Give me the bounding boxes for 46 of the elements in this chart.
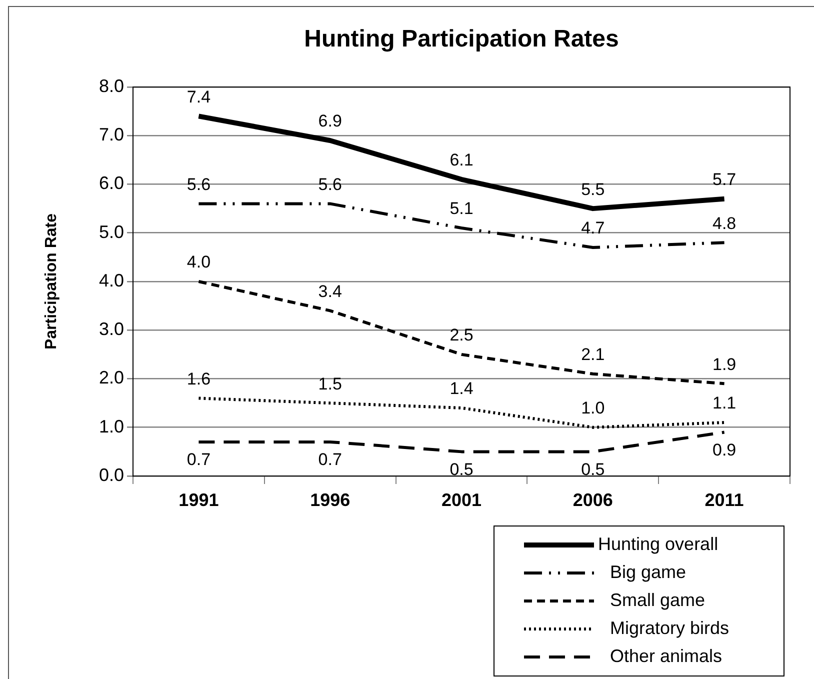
data-label: 0.5 (581, 460, 605, 479)
y-tick-label: 7.0 (98, 124, 124, 145)
x-tick-label: 1991 (178, 490, 219, 510)
data-label: 7.4 (186, 87, 211, 106)
data-label: 2.5 (450, 326, 474, 345)
x-tick-label: 2006 (572, 490, 613, 510)
data-label: 0.7 (186, 450, 211, 470)
data-label: 4.0 (186, 252, 211, 272)
chart-title: Hunting Participation Rates (304, 26, 619, 53)
legend-label: Small game (610, 590, 706, 610)
data-label: 5.6 (186, 174, 211, 194)
data-label: 5.1 (450, 199, 474, 218)
x-tick-label: 1996 (310, 490, 350, 510)
y-tick-label: 0.0 (98, 464, 124, 485)
data-label: 6.9 (318, 112, 342, 131)
data-label: 2.1 (581, 345, 605, 364)
legend-label: Migratory birds (610, 618, 730, 638)
data-label: 0.9 (712, 440, 736, 460)
legend-label: Other animals (610, 646, 722, 666)
y-tick-label: 3.0 (98, 319, 124, 340)
legend-label: Hunting overall (598, 534, 718, 554)
y-tick-label: 5.0 (98, 222, 124, 242)
data-label: 5.7 (712, 170, 736, 190)
legend-label: Big game (610, 562, 686, 582)
y-axis-title: Participation Rate (43, 213, 60, 350)
y-tick-label: 1.0 (98, 416, 124, 436)
data-label: 1.4 (450, 379, 474, 398)
x-tick-label: 2001 (441, 490, 482, 510)
data-label: 1.0 (581, 398, 605, 418)
y-tick-label: 4.0 (98, 270, 124, 290)
data-label: 1.9 (712, 354, 736, 374)
data-label: 3.4 (318, 282, 342, 301)
data-label: 1.1 (712, 394, 736, 413)
data-label: 0.5 (450, 460, 474, 479)
data-label: 4.7 (581, 218, 605, 238)
y-tick-label: 6.0 (98, 173, 124, 194)
data-label: 1.6 (186, 369, 211, 388)
y-tick-label: 8.0 (98, 76, 124, 96)
data-label: 4.8 (712, 214, 736, 233)
data-label: 1.5 (318, 374, 342, 394)
data-label: 0.7 (318, 450, 342, 470)
x-tick-label: 2011 (704, 490, 744, 510)
data-label: 5.5 (581, 180, 605, 199)
y-tick-label: 2.0 (98, 368, 124, 388)
data-label: 6.1 (450, 150, 474, 170)
data-label: 5.6 (318, 174, 342, 194)
